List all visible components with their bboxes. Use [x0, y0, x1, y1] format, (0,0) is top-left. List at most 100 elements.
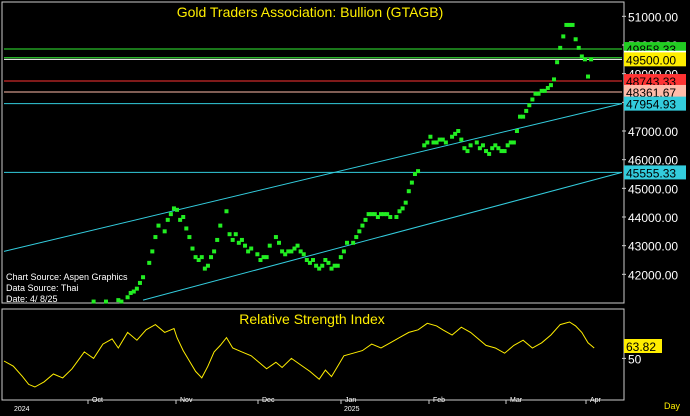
- price-point: [116, 298, 121, 303]
- price-point: [292, 246, 297, 251]
- price-point: [487, 151, 492, 156]
- level-label-box: [624, 165, 686, 180]
- source-line-date: Date: 4/ 8/25: [6, 294, 58, 304]
- price-point: [545, 86, 550, 90]
- price-point: [193, 255, 198, 260]
- price-point: [184, 226, 189, 231]
- rsi-series: [3, 321, 595, 388]
- price-point: [196, 258, 201, 262]
- price-point: [437, 137, 442, 142]
- price-point: [542, 88, 547, 93]
- price-point: [332, 263, 337, 268]
- price-point: [258, 258, 263, 262]
- x-axis: Oct Nov Dec Jan Feb Mar Apr 2024 2025: [14, 397, 602, 413]
- price-point: [530, 97, 535, 102]
- level-label-box: [624, 96, 686, 111]
- level-label: 47954.93: [626, 98, 676, 112]
- price-point: [480, 143, 485, 148]
- rsi-tick-label: 50: [628, 352, 642, 366]
- month-label: Apr: [590, 397, 602, 404]
- price-point: [493, 143, 498, 148]
- price-point: [440, 137, 445, 142]
- price-point: [518, 114, 523, 119]
- price-point: [539, 88, 544, 93]
- price-point: [243, 243, 248, 248]
- price-point: [227, 232, 232, 237]
- price-point: [326, 260, 331, 265]
- price-point: [360, 223, 365, 228]
- price-point: [341, 249, 346, 254]
- price-point: [443, 140, 448, 145]
- price-point: [320, 263, 325, 268]
- price-point: [416, 169, 421, 174]
- price-point: [165, 217, 170, 222]
- price-point: [400, 206, 405, 211]
- price-point: [372, 212, 377, 217]
- price-point: [508, 140, 513, 145]
- price-point: [422, 143, 427, 148]
- price-point: [514, 129, 519, 133]
- price-point: [150, 249, 155, 254]
- price-point: [190, 246, 195, 251]
- price-point: [103, 299, 108, 304]
- price-point: [561, 34, 566, 39]
- price-point: [357, 229, 362, 234]
- price-point: [162, 229, 167, 234]
- price-point: [153, 235, 158, 240]
- channel-layer: [3, 103, 623, 301]
- price-point: [199, 255, 204, 260]
- price-point: [403, 200, 408, 205]
- price-point: [382, 212, 387, 217]
- price-point: [344, 240, 349, 245]
- price-tick-label: 46000.00: [628, 154, 678, 168]
- price-point: [462, 146, 467, 151]
- price-point: [181, 215, 186, 219]
- level-label-box: [624, 84, 686, 99]
- level-label: 45555.33: [626, 166, 676, 180]
- price-point: [286, 249, 291, 254]
- price-point: [141, 275, 146, 280]
- price-point: [425, 140, 430, 145]
- price-point: [301, 252, 306, 257]
- price-point: [527, 103, 532, 108]
- rsi-last-value-label: 63.82: [626, 340, 656, 354]
- price-point: [573, 37, 578, 42]
- price-point: [409, 180, 414, 185]
- price-point: [298, 249, 303, 254]
- price-point: [307, 260, 312, 265]
- price-point: [233, 232, 238, 237]
- price-point: [215, 237, 220, 242]
- price-point: [277, 240, 282, 245]
- price-point: [218, 223, 223, 228]
- price-point: [496, 146, 501, 151]
- price-point: [502, 149, 507, 154]
- price-point: [406, 189, 411, 194]
- price-point: [524, 108, 529, 113]
- period-label: Day: [664, 401, 681, 411]
- price-point: [468, 143, 473, 148]
- price-point: [428, 134, 433, 139]
- price-point: [459, 137, 464, 142]
- price-point: [366, 212, 371, 217]
- price-point: [465, 149, 470, 154]
- price-point: [388, 215, 393, 219]
- price-point: [505, 143, 510, 148]
- price-point: [579, 54, 584, 59]
- price-point: [351, 240, 356, 245]
- price-tick-label: 43000.00: [628, 240, 678, 254]
- rsi-panel-frame: [1, 308, 625, 401]
- price-point: [137, 280, 142, 285]
- price-point: [314, 263, 319, 268]
- price-point: [375, 215, 380, 219]
- price-point: [558, 45, 563, 50]
- level-label-box: [624, 74, 686, 89]
- price-point: [209, 255, 214, 260]
- price-point: [91, 299, 96, 304]
- price-point: [264, 255, 269, 260]
- price-point: [156, 223, 161, 228]
- price-point: [171, 206, 176, 211]
- price-point: [548, 83, 553, 88]
- price-point: [168, 212, 173, 217]
